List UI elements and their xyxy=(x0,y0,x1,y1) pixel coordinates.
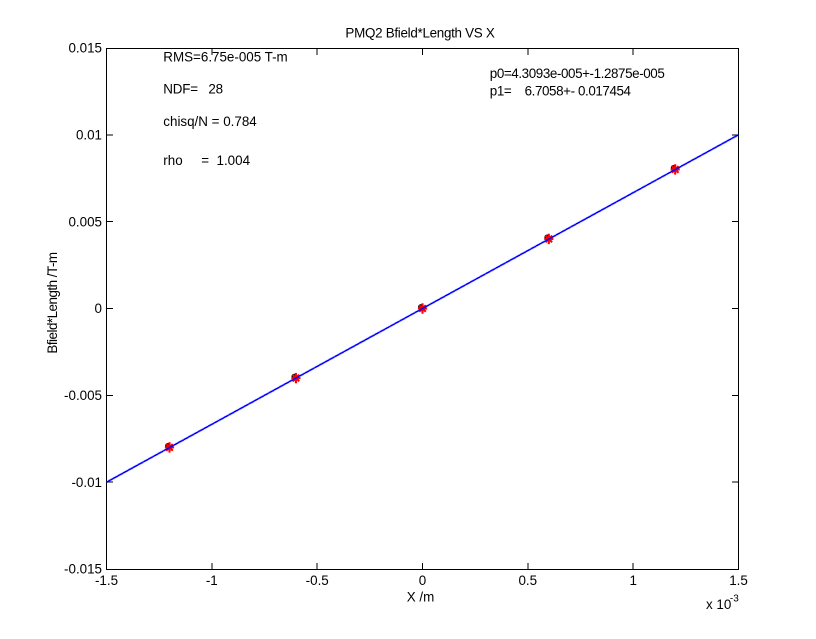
svg-text:-0.015: -0.015 xyxy=(64,562,102,577)
svg-text:0.015: 0.015 xyxy=(68,41,102,56)
svg-text:Bfield*Length /T-m: Bfield*Length /T-m xyxy=(45,252,60,354)
svg-text:1: 1 xyxy=(629,573,636,588)
svg-text:-3: -3 xyxy=(730,594,739,605)
svg-text:0: 0 xyxy=(419,573,426,588)
svg-text:p0=4.3093e-005+-1.2875e-005: p0=4.3093e-005+-1.2875e-005 xyxy=(490,66,665,81)
svg-text:chisq/N = 0.784: chisq/N = 0.784 xyxy=(163,114,257,129)
svg-text:NDF= 28: NDF= 28 xyxy=(163,82,223,97)
svg-text:0.005: 0.005 xyxy=(68,214,102,229)
svg-text:-1: -1 xyxy=(206,573,218,588)
svg-text:-0.5: -0.5 xyxy=(306,573,329,588)
svg-text:-0.01: -0.01 xyxy=(71,475,102,490)
svg-text:-1.5: -1.5 xyxy=(95,573,118,588)
svg-text:-0.005: -0.005 xyxy=(64,388,102,403)
svg-text:1.5: 1.5 xyxy=(729,573,748,588)
svg-text:0.5: 0.5 xyxy=(518,573,537,588)
svg-text:rho = 1.004: rho = 1.004 xyxy=(163,153,250,168)
svg-text:0.01: 0.01 xyxy=(76,128,102,143)
svg-text:RMS=6.75e-005 T-m: RMS=6.75e-005 T-m xyxy=(163,50,287,65)
svg-text:0: 0 xyxy=(95,301,102,316)
svg-text:x 10: x 10 xyxy=(706,597,731,612)
svg-text:X /m: X /m xyxy=(407,590,435,605)
svg-text:PMQ2 Bfield*Length VS X: PMQ2 Bfield*Length VS X xyxy=(345,25,494,40)
svg-text:p1= 6.7058+- 0.017454: p1= 6.7058+- 0.017454 xyxy=(490,83,632,98)
